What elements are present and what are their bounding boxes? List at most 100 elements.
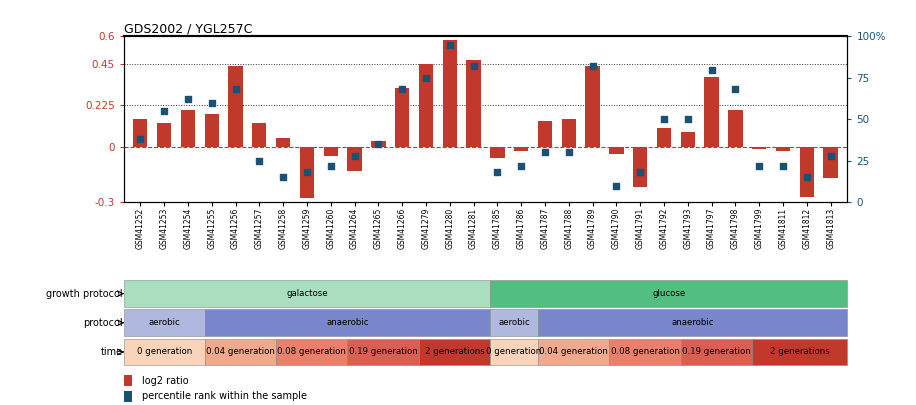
Point xyxy=(180,96,195,102)
Text: 0 generation: 0 generation xyxy=(136,347,191,356)
Bar xyxy=(752,147,767,149)
Text: 0.19 generation: 0.19 generation xyxy=(349,347,418,356)
Bar xyxy=(490,147,505,158)
FancyBboxPatch shape xyxy=(347,339,419,365)
FancyBboxPatch shape xyxy=(752,339,847,365)
Text: 2 generations: 2 generations xyxy=(769,347,830,356)
Point xyxy=(371,141,386,147)
Point xyxy=(538,149,552,156)
Bar xyxy=(823,147,838,178)
Point xyxy=(395,86,409,93)
Point xyxy=(276,174,290,181)
Bar xyxy=(157,123,171,147)
Bar xyxy=(633,147,648,188)
Point xyxy=(490,169,505,175)
Text: 0 generation: 0 generation xyxy=(486,347,541,356)
Text: anaerobic: anaerobic xyxy=(326,318,368,327)
Text: 2 generations: 2 generations xyxy=(425,347,485,356)
FancyBboxPatch shape xyxy=(681,339,752,365)
FancyBboxPatch shape xyxy=(124,339,204,365)
Point xyxy=(133,136,147,143)
Point xyxy=(728,86,743,93)
Bar xyxy=(180,110,195,147)
Point xyxy=(252,158,267,164)
Text: anaerobic: anaerobic xyxy=(671,318,714,327)
Text: log2 ratio: log2 ratio xyxy=(142,375,189,386)
Text: 0.04 generation: 0.04 generation xyxy=(206,347,275,356)
Text: aerobic: aerobic xyxy=(148,318,180,327)
Bar xyxy=(323,147,338,156)
Text: 0.04 generation: 0.04 generation xyxy=(540,347,608,356)
Bar xyxy=(300,147,314,198)
Point xyxy=(419,75,433,81)
Text: percentile rank within the sample: percentile rank within the sample xyxy=(142,391,307,401)
Bar xyxy=(776,147,791,151)
Bar xyxy=(371,141,386,147)
FancyBboxPatch shape xyxy=(609,339,681,365)
Point xyxy=(823,152,838,159)
Bar xyxy=(124,375,133,386)
Text: galactose: galactose xyxy=(286,289,328,298)
Text: aerobic: aerobic xyxy=(498,318,530,327)
Bar xyxy=(538,121,552,147)
Bar xyxy=(704,77,719,147)
FancyBboxPatch shape xyxy=(204,339,276,365)
Point xyxy=(466,63,481,70)
Text: glucose: glucose xyxy=(652,289,685,298)
FancyBboxPatch shape xyxy=(538,339,609,365)
Point xyxy=(157,108,171,114)
Bar xyxy=(124,390,133,402)
FancyBboxPatch shape xyxy=(124,280,490,307)
FancyBboxPatch shape xyxy=(419,339,490,365)
Point xyxy=(776,162,791,169)
Bar xyxy=(585,66,600,147)
Bar xyxy=(204,114,219,147)
Bar xyxy=(347,147,362,171)
Bar xyxy=(681,132,695,147)
Point xyxy=(228,86,243,93)
Point xyxy=(609,182,624,189)
Bar xyxy=(395,88,409,147)
Point xyxy=(562,149,576,156)
FancyBboxPatch shape xyxy=(490,309,538,336)
Point xyxy=(585,63,600,70)
Text: growth protocol: growth protocol xyxy=(47,289,123,298)
Point xyxy=(442,41,457,48)
Bar xyxy=(276,138,290,147)
Bar xyxy=(609,147,624,154)
FancyBboxPatch shape xyxy=(490,280,847,307)
Text: time: time xyxy=(101,347,123,357)
FancyBboxPatch shape xyxy=(204,309,490,336)
FancyBboxPatch shape xyxy=(276,339,347,365)
Bar xyxy=(419,64,433,147)
Point xyxy=(800,174,814,181)
Point xyxy=(704,66,719,73)
Bar xyxy=(442,40,457,147)
Point xyxy=(681,116,695,123)
FancyBboxPatch shape xyxy=(538,309,847,336)
Bar xyxy=(562,119,576,147)
Text: 0.08 generation: 0.08 generation xyxy=(611,347,680,356)
Bar xyxy=(657,128,671,147)
Point xyxy=(657,116,671,123)
Text: protocol: protocol xyxy=(83,318,123,328)
Bar xyxy=(133,119,147,147)
Point xyxy=(633,169,648,175)
Bar xyxy=(228,66,243,147)
Bar xyxy=(514,147,529,151)
Bar xyxy=(728,110,743,147)
Point xyxy=(204,100,219,106)
Point xyxy=(347,152,362,159)
Text: GDS2002 / YGL257C: GDS2002 / YGL257C xyxy=(124,22,252,35)
Point xyxy=(323,162,338,169)
Bar xyxy=(252,123,267,147)
Bar xyxy=(800,147,814,196)
Point xyxy=(514,162,529,169)
FancyBboxPatch shape xyxy=(490,339,538,365)
FancyBboxPatch shape xyxy=(124,309,204,336)
Text: 0.19 generation: 0.19 generation xyxy=(682,347,751,356)
Point xyxy=(752,162,767,169)
Point xyxy=(300,169,314,175)
Text: 0.08 generation: 0.08 generation xyxy=(278,347,346,356)
Bar xyxy=(466,60,481,147)
